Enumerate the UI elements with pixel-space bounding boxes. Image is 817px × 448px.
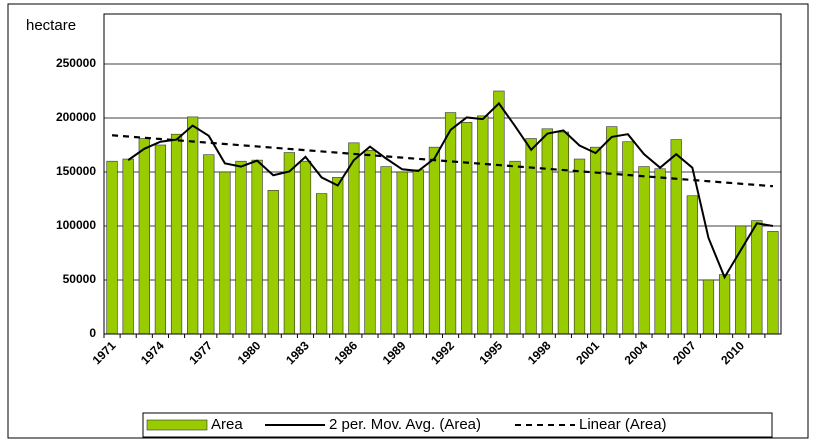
bar	[654, 168, 666, 335]
bar	[106, 160, 118, 335]
bar	[203, 154, 215, 335]
bar	[461, 122, 473, 335]
y-tick-label: 250000	[56, 56, 96, 70]
bar	[751, 220, 763, 335]
bar	[235, 160, 247, 335]
legend-label: Area	[211, 416, 243, 433]
y-tick-label: 100000	[56, 218, 96, 232]
bar	[122, 158, 134, 335]
bar	[428, 146, 441, 335]
bar	[315, 193, 328, 335]
bar	[557, 131, 570, 335]
bar	[348, 142, 360, 335]
y-axis-title: hectare	[26, 17, 76, 34]
series-line	[111, 134, 774, 188]
bar	[380, 166, 392, 335]
bar	[573, 158, 586, 335]
legend	[142, 412, 773, 438]
bar	[670, 139, 682, 335]
y-tick-label: 150000	[56, 164, 96, 178]
bar	[219, 171, 231, 335]
bar	[299, 160, 312, 335]
bar	[606, 126, 618, 335]
bar	[267, 190, 279, 335]
bar	[477, 115, 489, 335]
bar	[396, 171, 408, 335]
bar	[364, 150, 376, 335]
y-tick-label: 0	[89, 326, 96, 340]
y-tick-label: 50000	[63, 272, 97, 286]
bar	[686, 195, 698, 335]
bar	[138, 138, 150, 335]
bar	[444, 112, 457, 335]
bar	[509, 160, 521, 335]
legend-label: Linear (Area)	[579, 416, 667, 433]
bar	[251, 159, 263, 335]
bar	[412, 169, 424, 335]
bar	[541, 128, 553, 335]
bar	[702, 279, 715, 335]
legend-swatch	[146, 419, 208, 431]
bar	[767, 231, 779, 335]
bar	[590, 146, 602, 335]
y-tick-label: 200000	[56, 110, 96, 124]
series-line	[127, 101, 774, 280]
bar	[187, 116, 199, 335]
bar	[493, 90, 505, 335]
legend-label: 2 per. Mov. Avg. (Area)	[329, 416, 481, 433]
bar	[283, 152, 295, 335]
bar	[718, 274, 731, 335]
bar	[332, 177, 344, 335]
bar	[154, 144, 167, 335]
bar	[638, 166, 650, 335]
bar	[622, 141, 634, 335]
bar	[170, 133, 183, 335]
